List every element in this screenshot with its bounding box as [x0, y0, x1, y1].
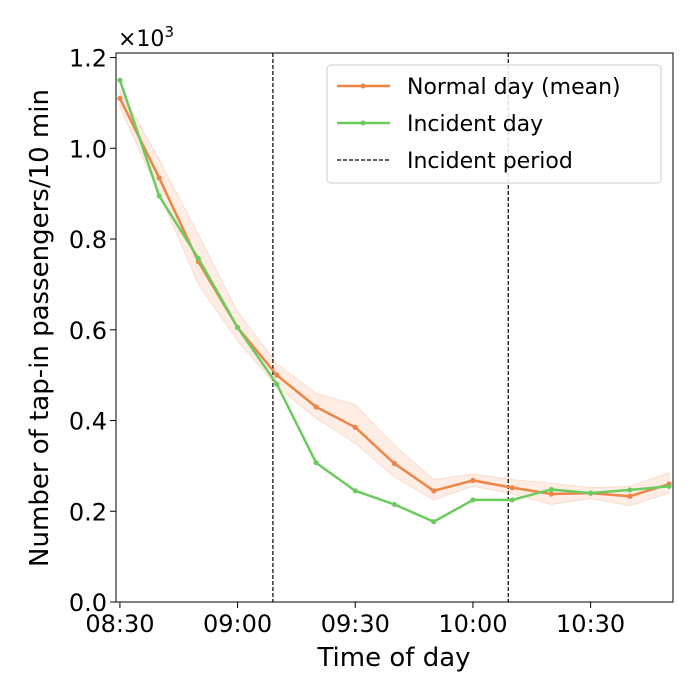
normal-day-point: [548, 491, 555, 497]
normal-day-point: [156, 175, 162, 181]
incident-day-point: [509, 497, 515, 503]
incident-day-point: [431, 519, 437, 525]
incident-day-point: [352, 488, 358, 494]
incident-day-point: [156, 193, 162, 199]
x-tick-label: 09:00: [203, 610, 272, 638]
y-tick-label: 0.6: [69, 317, 107, 345]
y-tick-label: 1.2: [69, 45, 107, 73]
legend-label-incident-period: Incident period: [407, 149, 573, 174]
legend-frame: [326, 64, 662, 184]
incident-day-point: [588, 490, 594, 496]
legend-label-incident: Incident day: [407, 112, 543, 137]
incident-day-point: [666, 483, 672, 489]
normal-day-point: [117, 95, 123, 101]
x-tick-label: 09:30: [321, 610, 390, 638]
normal-day-point: [509, 485, 515, 491]
incident-day-point: [234, 324, 241, 331]
y-tick-label: 0.0: [69, 589, 107, 617]
y-tick-label: 1.0: [69, 135, 107, 163]
y-axis-label: Number of tap-in passengers/10 min: [25, 89, 55, 567]
x-tick-label: 10:00: [438, 610, 507, 638]
normal-day-point: [470, 477, 476, 484]
y-multiplier-exponent: 3: [164, 23, 174, 41]
normal-day-point: [391, 461, 398, 467]
incident-day-point: [313, 460, 319, 466]
incident-day-point: [391, 501, 398, 508]
x-tick-label: 08:30: [85, 610, 154, 638]
incident-day-point: [274, 381, 280, 387]
x-axis-label: Time of day: [316, 643, 470, 673]
legend-label-normal: Normal day (mean): [407, 75, 621, 100]
incident-day-point: [117, 77, 123, 83]
legend-marker-incident: [360, 120, 366, 126]
normal-day-point: [313, 404, 319, 410]
normal-day-point: [274, 372, 280, 378]
axes: 08:30 09:00 09:30 10:00 10:30 0.0 0.2 0.4 0.6 0.8…: [69, 45, 674, 638]
y-tick-label: 0.2: [69, 498, 107, 526]
incident-day-point: [548, 486, 555, 493]
normal-day-point: [431, 488, 437, 494]
incident-day-point: [195, 255, 201, 262]
normal-day-point: [352, 424, 358, 430]
legend-marker-normal: [360, 83, 366, 89]
y-tick-label: 0.8: [69, 226, 107, 254]
incident-day-point: [627, 487, 633, 493]
x-tick-label: 10:30: [556, 610, 625, 638]
axes-frame: [115, 52, 674, 603]
y-multiplier: ×103: [118, 23, 174, 52]
incident-day-point: [470, 497, 476, 503]
legend: Normal day (mean) Incident day Incident …: [326, 64, 662, 184]
normal-day-point: [627, 493, 633, 499]
y-tick-label: 0.4: [69, 408, 107, 436]
